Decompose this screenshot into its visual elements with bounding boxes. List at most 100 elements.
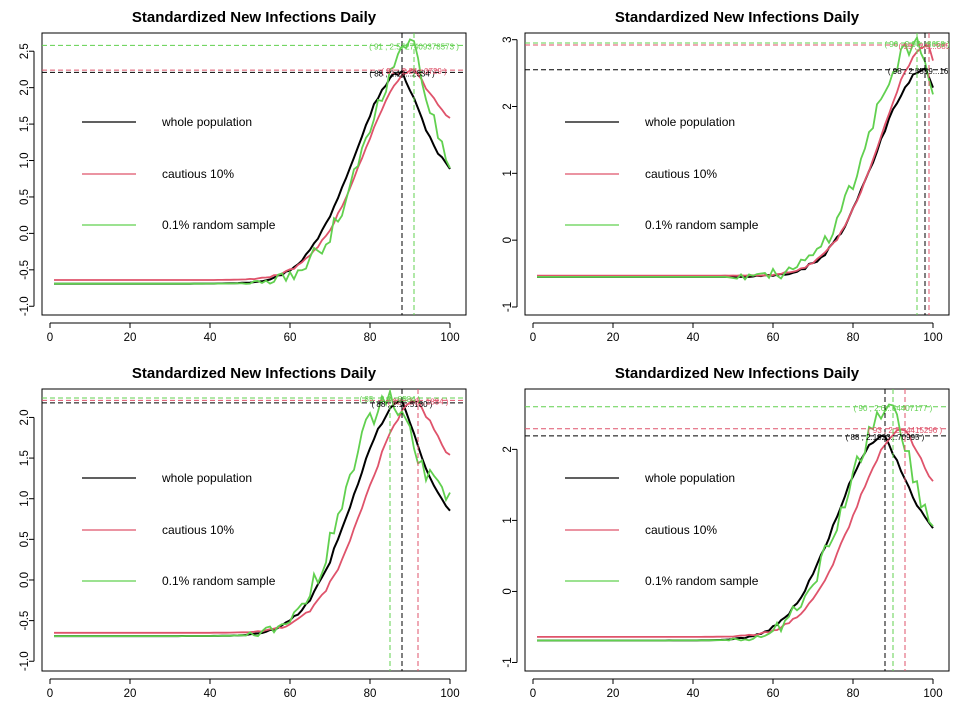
- y-tick-label: 1: [502, 170, 514, 176]
- y-tick-label: -1.0: [19, 296, 31, 316]
- x-tick-label: 60: [767, 688, 780, 700]
- y-tick-label: -0.5: [19, 611, 31, 631]
- peak-label: ( 96 , 2.97...8658 ): [884, 40, 950, 49]
- peak-label: ( 88 , 2.1923...70995 ): [846, 433, 925, 442]
- y-tick-label: -1: [502, 657, 514, 667]
- data-layer: ( 88 , 2.1923...70995 )( 93 , 2.2...4415…: [525, 389, 949, 671]
- x-tick-label: 80: [364, 688, 377, 700]
- legend: whole population cautious 10% 0.1% random …: [565, 471, 759, 588]
- panel-3: Standardized New Infections Daily 0 20 40 60…: [19, 365, 467, 700]
- x-tick-label: 100: [923, 332, 942, 344]
- legend-label: whole population: [161, 471, 252, 485]
- legend-label: whole population: [161, 115, 252, 129]
- y-axis: -1.0 -0.5 0.0 0.5 1.0 1.5 2.0: [19, 409, 35, 671]
- legend-label: 0.1% random sample: [645, 574, 759, 588]
- legend: whole population cautious 10% 0.1% random …: [82, 115, 276, 232]
- peak-label: ( 88 , 2.19...2534 ): [369, 69, 435, 78]
- series-line-3: [54, 38, 451, 285]
- x-tick-label: 80: [364, 332, 377, 344]
- x-tick-label: 80: [847, 332, 860, 344]
- x-tick-label: 0: [530, 332, 536, 344]
- legend-label: 0.1% random sample: [645, 218, 759, 232]
- x-tick-label: 0: [47, 688, 53, 700]
- series-line-2: [54, 400, 451, 634]
- y-tick-label: 2.5: [19, 43, 31, 59]
- legend-label: whole population: [644, 471, 735, 485]
- y-tick-label: 1.5: [19, 450, 31, 466]
- x-tick-label: 0: [47, 332, 53, 344]
- y-tick-label: 2.0: [19, 80, 31, 96]
- x-tick-label: 20: [607, 332, 620, 344]
- x-axis: 0 20 40 60 80 100: [47, 322, 460, 344]
- series-line-3: [54, 389, 451, 638]
- x-tick-label: 20: [124, 688, 137, 700]
- x-tick-label: 40: [687, 688, 700, 700]
- y-tick-label: 2: [502, 446, 514, 452]
- y-tick-label: 0.5: [19, 531, 31, 547]
- x-tick-label: 40: [204, 332, 217, 344]
- x-tick-label: 0: [530, 688, 536, 700]
- y-tick-label: 1.5: [19, 116, 31, 132]
- legend-label: cautious 10%: [645, 523, 717, 537]
- series-line-2: [537, 428, 934, 638]
- plot-frame: [41, 32, 467, 316]
- series-line-2: [54, 68, 451, 281]
- plot-frame: [524, 32, 950, 316]
- x-tick-label: 100: [923, 688, 942, 700]
- x-tick-label: 60: [284, 688, 297, 700]
- x-tick-label: 100: [440, 688, 459, 700]
- x-tick-label: 20: [607, 688, 620, 700]
- legend: whole population cautious 10% 0.1% random …: [565, 115, 759, 232]
- y-axis: -1.0 -0.5 0.0 0.5 1.0 1.5 2.0 2.5: [19, 43, 35, 316]
- peak-label: ( 90 , 2.6...54407177 ): [854, 404, 933, 413]
- y-tick-label: -1: [502, 302, 514, 312]
- data-layer: ( 88 , 2.1...5130 )( 92 , 2.2...1884 )( …: [42, 389, 466, 671]
- chart-title: Standardized New Infections Daily: [615, 9, 860, 26]
- legend-label: cautious 10%: [162, 167, 234, 181]
- x-tick-label: 40: [687, 332, 700, 344]
- y-tick-label: 2.0: [19, 409, 31, 425]
- x-axis: 0 20 40 60 80 100: [47, 678, 460, 700]
- panel-1: Standardized New Infections Daily 0 20 40 60…: [19, 9, 467, 344]
- series-line-2: [537, 45, 934, 277]
- peak-label: ( 91 , 2.5727409378573 ): [369, 42, 459, 51]
- legend-label: 0.1% random sample: [162, 574, 276, 588]
- peak-label: ( 99 , 2.9...8858 ): [899, 42, 960, 51]
- y-tick-label: 1.0: [19, 153, 31, 169]
- series-line-1: [54, 399, 451, 638]
- legend-label: whole population: [644, 115, 735, 129]
- y-axis: -1 0 1 2: [502, 446, 518, 668]
- peak-label: ( 98 , 2.5559...1616 ): [888, 67, 963, 76]
- y-tick-label: 1.0: [19, 491, 31, 507]
- y-tick-label: 1: [502, 517, 514, 523]
- x-axis: 0 20 40 60 80 100: [530, 322, 943, 344]
- y-tick-label: 0: [502, 588, 514, 594]
- peak-label: ( 92 , 2.2...1884 ): [388, 397, 449, 406]
- series-line-1: [537, 66, 934, 279]
- x-axis: 0 20 40 60 80 100: [530, 678, 943, 700]
- y-tick-label: 0.0: [19, 225, 31, 241]
- y-tick-label: 2: [502, 103, 514, 109]
- y-tick-label: -0.5: [19, 260, 31, 280]
- peak-label: ( 85 , 2.2...8584 ): [360, 395, 421, 404]
- y-tick-label: 0.5: [19, 189, 31, 205]
- plot-frame: [41, 388, 467, 672]
- peak-label: ( 93 , 2.2...4415296 ): [868, 426, 943, 435]
- peak-label: ( 91 , 2.24...0729 ): [381, 67, 447, 76]
- x-tick-label: 100: [440, 332, 459, 344]
- plot-frame: [524, 388, 950, 672]
- series-line-3: [537, 403, 934, 642]
- legend-label: cautious 10%: [162, 523, 234, 537]
- series-line-3: [537, 35, 934, 281]
- peak-label: ( 88 , 2.1...5130 ): [372, 400, 433, 409]
- y-tick-label: 0: [502, 237, 514, 243]
- series-line-1: [54, 69, 451, 285]
- chart-title: Standardized New Infections Daily: [132, 365, 377, 382]
- x-tick-label: 80: [847, 688, 860, 700]
- x-tick-label: 60: [767, 332, 780, 344]
- legend-label: 0.1% random sample: [162, 218, 276, 232]
- data-layer: ( 88 , 2.19...2534 )( 91 , 2.24...0729 )…: [42, 33, 466, 315]
